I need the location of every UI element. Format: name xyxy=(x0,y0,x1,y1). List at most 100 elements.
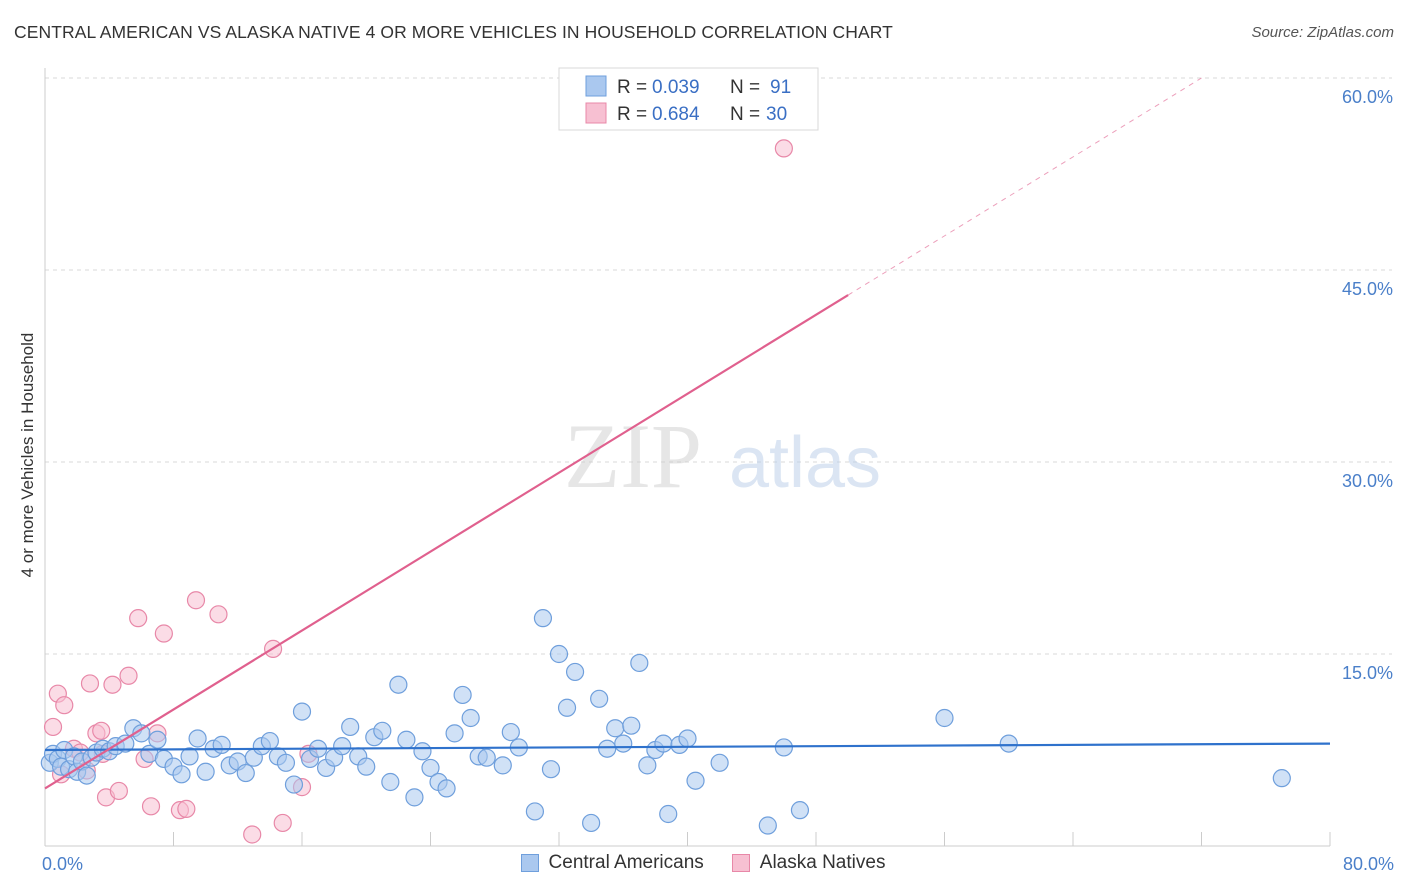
alaska-native-point xyxy=(43,717,63,737)
x-tick-label-min: 0.0% xyxy=(42,854,83,874)
legend-r-label-central: R = xyxy=(617,77,647,98)
central-american-point xyxy=(557,698,577,717)
data-points xyxy=(40,139,1291,844)
axes xyxy=(44,68,1331,847)
source-credit: Source: ZipAtlas.com xyxy=(1251,24,1394,41)
central-american-point xyxy=(477,748,496,767)
central-american-point xyxy=(188,729,207,748)
alaska-native-trend-line xyxy=(44,294,849,790)
central-american-point xyxy=(453,685,472,705)
central-american-point xyxy=(654,734,673,753)
legend-n-label-alaska: N = xyxy=(730,104,760,125)
central-american-point xyxy=(405,788,424,807)
alaska-native-point xyxy=(92,721,111,740)
alaska-native-point xyxy=(177,799,196,818)
bottom-legend-swatch-alaska xyxy=(731,854,750,872)
central-american-point xyxy=(630,653,649,673)
alaska-native-trend-extension xyxy=(847,77,1202,296)
alaska-native-point xyxy=(103,675,122,694)
central-american-point xyxy=(341,717,360,737)
central-american-point xyxy=(525,802,545,821)
central-american-point xyxy=(1272,769,1291,788)
bottom-legend-swatch-central xyxy=(520,854,539,872)
legend-n-value-alaska: 30 xyxy=(766,104,787,125)
central-american-point xyxy=(533,609,553,628)
alaska-native-point xyxy=(154,624,173,643)
central-american-point xyxy=(582,813,601,833)
central-american-point xyxy=(397,730,416,749)
central-american-point xyxy=(590,689,609,708)
central-american-point xyxy=(413,742,432,761)
central-american-point xyxy=(148,730,167,749)
central-american-point xyxy=(501,722,520,742)
central-american-point xyxy=(437,779,456,798)
chart-title: CENTRAL AMERICAN VS ALASKA NATIVE 4 OR M… xyxy=(14,22,893,42)
legend-r-label-alaska: R = xyxy=(617,104,647,125)
central-american-point xyxy=(606,719,625,738)
central-american-point xyxy=(172,765,191,784)
central-american-point xyxy=(389,675,408,694)
central-american-point xyxy=(790,801,810,820)
central-american-point xyxy=(541,760,561,779)
central-american-point xyxy=(678,729,697,748)
legend-n-value-central: 91 xyxy=(770,77,791,98)
central-american-point xyxy=(622,716,641,735)
central-american-point xyxy=(565,662,585,682)
central-american-point xyxy=(758,816,777,835)
legend-swatch-central xyxy=(585,75,607,97)
central-american-point xyxy=(333,737,352,756)
central-american-point xyxy=(196,762,215,781)
alaska-native-point xyxy=(141,797,161,816)
alaska-native-point xyxy=(273,813,292,833)
central-american-point xyxy=(236,763,255,783)
alaska-native-point xyxy=(109,781,128,801)
y-tick-labels: 15.0% 30.0% 45.0% 60.0% xyxy=(1342,87,1393,683)
bottom-legend-label-central: Central Americans xyxy=(548,852,704,873)
y-tick-label: 30.0% xyxy=(1342,471,1393,491)
central-american-point xyxy=(710,753,729,772)
central-american-point xyxy=(260,731,279,751)
legend-r-value-central: 0.039 xyxy=(652,77,700,98)
central-american-point xyxy=(598,739,617,758)
central-american-point xyxy=(421,758,440,778)
alaska-native-point xyxy=(129,609,148,628)
bottom-legend: Central Americans Alaska Natives xyxy=(0,852,1406,874)
central-american-point xyxy=(284,775,304,794)
bottom-legend-label-alaska: Alaska Natives xyxy=(759,852,886,873)
central-american-point xyxy=(638,756,657,775)
y-tick-label: 60.0% xyxy=(1342,87,1393,107)
central-american-point xyxy=(999,734,1018,753)
x-tick-label-max: 80.0% xyxy=(1343,854,1394,874)
trend-lines xyxy=(44,77,1331,790)
x-tick-labels: 0.0% 80.0% xyxy=(42,854,1394,874)
grid-lines xyxy=(45,77,1392,655)
central-american-point xyxy=(373,721,392,740)
alaska-native-point xyxy=(209,605,228,624)
central-american-point xyxy=(659,804,678,824)
bottom-legend-central[interactable]: Central Americans xyxy=(520,852,704,874)
central-american-point xyxy=(276,753,296,772)
alaska-native-point xyxy=(243,825,262,844)
central-american-point xyxy=(381,772,400,792)
central-american-point xyxy=(549,644,569,664)
legend-r-value-alaska: 0.684 xyxy=(652,104,700,125)
central-american-point xyxy=(357,757,376,776)
y-tick-label: 15.0% xyxy=(1342,663,1393,683)
watermark: ZIP atlas xyxy=(564,405,881,507)
watermark-atlas: atlas xyxy=(729,423,881,503)
central-american-point xyxy=(180,747,199,766)
central-american-point xyxy=(445,724,464,743)
bottom-legend-alaska[interactable]: Alaska Natives xyxy=(731,852,886,874)
central-american-point xyxy=(935,708,954,728)
legend-swatch-alaska xyxy=(585,102,607,124)
legend-box: R = 0.039 N = 91 R = 0.684 N = 30 xyxy=(558,67,819,131)
alaska-native-point xyxy=(119,666,138,685)
central-american-point xyxy=(614,734,633,753)
central-american-trend-line xyxy=(44,742,1331,752)
central-american-point xyxy=(77,766,96,785)
legend-n-label-central: N = xyxy=(730,77,760,98)
central-american-point xyxy=(292,702,312,721)
alaska-native-point xyxy=(186,591,206,610)
y-tick-label: 45.0% xyxy=(1342,279,1393,299)
